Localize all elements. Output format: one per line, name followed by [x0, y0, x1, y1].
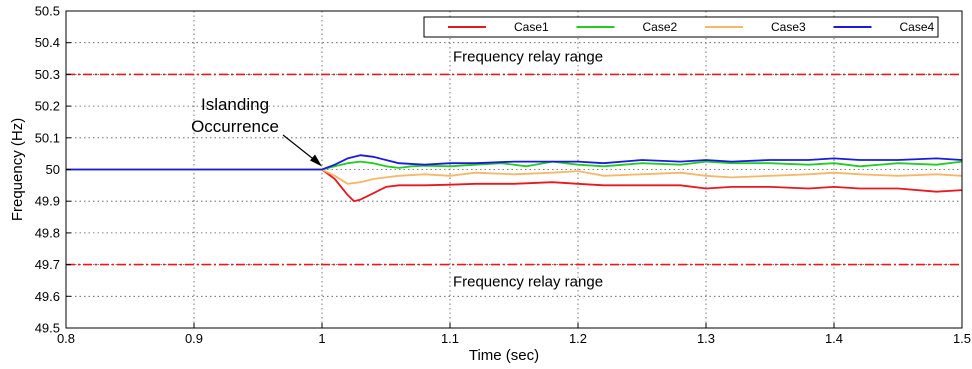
series-line-case3 — [66, 168, 963, 185]
y-tick-label: 50.1 — [35, 130, 60, 145]
legend-label-case1: Case1 — [514, 20, 549, 34]
y-tick-label: 50.5 — [35, 4, 60, 19]
y-tick-label: 49.5 — [35, 321, 60, 336]
series-lines — [66, 154, 963, 203]
x-tick-label: 1.5 — [953, 331, 971, 346]
relay-limit-lines — [66, 73, 962, 266]
arrow-head — [310, 154, 322, 167]
islanding-label-line1: Islanding — [201, 95, 269, 114]
y-tick-label: 49.9 — [35, 194, 60, 209]
y-tick-label: 50.4 — [35, 35, 60, 50]
y-tick-label: 49.7 — [35, 257, 60, 272]
axis-ticks: 0.8 0.9 1 1.1 1.2 1.3 1.4 1.5 49.5 49.6 49.7 49.8 49… — [35, 4, 971, 347]
x-tick-label: 1.1 — [441, 331, 459, 346]
y-tick-label: 50 — [46, 162, 60, 177]
x-tick-label: 1.2 — [569, 331, 587, 346]
relay-lower-label: Frequency relay range — [453, 274, 603, 291]
legend-label-case4: Case4 — [900, 20, 935, 34]
legend: Case1 Case2 Case3 Case4 — [423, 16, 939, 38]
x-tick-label: 1.4 — [825, 331, 843, 346]
y-tick-label: 50.3 — [35, 67, 60, 82]
x-axis-label: Time (sec) — [469, 347, 539, 364]
legend-label-case2: Case2 — [643, 20, 678, 34]
legend-label-case3: Case3 — [771, 20, 806, 34]
x-tick-label: 0.8 — [57, 331, 75, 346]
y-axis-label: Frequency (Hz) — [9, 118, 26, 221]
series-line-case1 — [66, 168, 963, 203]
series-line-case4 — [66, 154, 963, 171]
series-line-case2 — [66, 160, 963, 171]
islanding-arrow — [282, 134, 322, 167]
x-tick-label: 1.3 — [697, 331, 715, 346]
y-tick-label: 49.8 — [35, 225, 60, 240]
relay-upper-label: Frequency relay range — [453, 48, 603, 65]
legend-box — [423, 16, 939, 38]
islanding-label-line2: Occurrence — [191, 117, 279, 136]
x-tick-label: 1 — [318, 331, 325, 346]
y-tick-label: 50.2 — [35, 99, 60, 114]
y-tick-label: 49.6 — [35, 289, 60, 304]
x-tick-label: 0.9 — [185, 331, 203, 346]
